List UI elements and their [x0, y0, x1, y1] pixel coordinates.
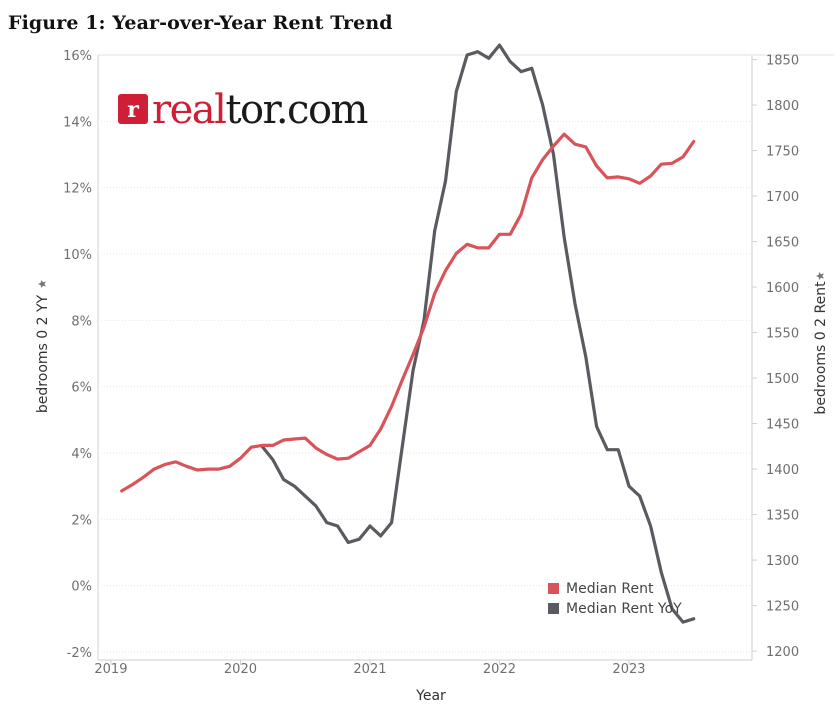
left-axis-pin-icon [38, 280, 46, 288]
legend-swatch-median-rent-yoy [548, 603, 559, 614]
right-axis-pin-icon [816, 272, 824, 280]
right-tick-label: 1400 [766, 463, 799, 478]
right-tick-label: 1350 [766, 509, 799, 524]
left-tick-label: 14% [63, 115, 92, 130]
left-axis-ticks: -2% 0% 2% 4% 6% 8% 10% 12% 14% 16% [63, 49, 92, 661]
legend-label-median-rent-yoy: Median Rent YoY [566, 601, 682, 617]
right-tick-label: 1700 [766, 190, 799, 205]
left-tick-label: 0% [71, 580, 92, 595]
left-tick-label: 12% [63, 182, 92, 197]
logo-mark-icon [118, 94, 148, 124]
realtor-logo: r realtor.com [118, 87, 369, 133]
left-tick-label: 16% [63, 49, 92, 64]
series-layer [120, 43, 696, 624]
legend-label-median-rent: Median Rent [566, 581, 654, 597]
left-tick-label: 10% [63, 248, 92, 263]
x-tick-label: 2021 [353, 662, 386, 677]
right-tick-label: 1300 [766, 554, 799, 569]
legend: Median Rent Median Rent YoY [548, 581, 682, 617]
right-tick-label: 1550 [766, 327, 799, 342]
logo-wordmark-red: real [152, 87, 226, 133]
left-tick-label: 4% [71, 447, 92, 462]
left-tick-label: 6% [71, 381, 92, 396]
left-axis-title: bedrooms 0 2 YY [35, 294, 51, 413]
x-tick-label: 2023 [612, 662, 645, 677]
logo-wordmark-dark: tor.com [225, 87, 367, 133]
right-tick-label: 1650 [766, 236, 799, 251]
x-tick-label: 2020 [224, 662, 257, 677]
right-tick-label: 1500 [766, 372, 799, 387]
right-tick-label: 1200 [766, 645, 799, 660]
plot-frame [97, 54, 834, 661]
right-axis-title: bedrooms 0 2 Rent [813, 281, 829, 415]
series-line-median-rent-yoy [260, 43, 696, 624]
right-tick-label: 1600 [766, 281, 799, 296]
x-axis-title: Year [415, 688, 446, 704]
right-tick-label: 1250 [766, 600, 799, 615]
x-axis-ticks: 2019 2020 2021 2022 2023 [94, 660, 646, 677]
right-tick-label: 1850 [766, 54, 799, 69]
right-tick-label: 1750 [766, 145, 799, 160]
series-line-median-rent [120, 132, 696, 493]
logo-mark-letter: r [127, 97, 139, 123]
x-tick-label: 2022 [483, 662, 516, 677]
right-tick-label: 1450 [766, 418, 799, 433]
figure-title: Figure 1: Year-over-Year Rent Trend [8, 12, 393, 34]
right-axis-ticks: 1200 1250 1300 1350 1400 1450 1500 1550 1600 1650… [752, 54, 799, 660]
left-tick-label: 2% [71, 513, 92, 528]
left-tick-label: -2% [67, 646, 92, 661]
right-tick-label: 1800 [766, 99, 799, 114]
logo-wordmark: realtor.com [152, 87, 368, 133]
x-tick-label: 2019 [94, 662, 127, 677]
left-tick-label: 8% [71, 314, 92, 329]
legend-swatch-median-rent [548, 583, 559, 594]
gridlines [98, 54, 752, 653]
